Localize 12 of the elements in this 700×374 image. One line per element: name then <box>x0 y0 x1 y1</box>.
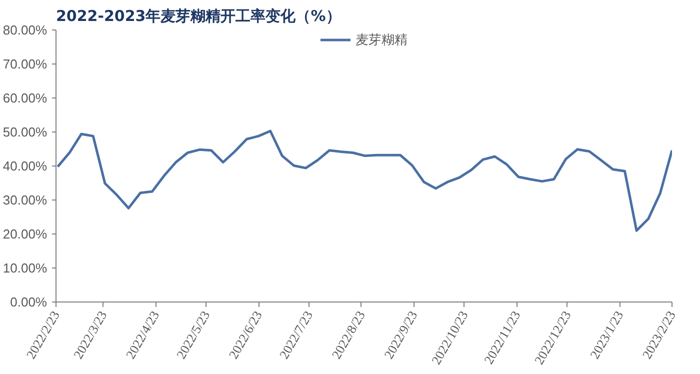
y-tick-label: 20.00% <box>2 226 48 242</box>
y-tick-label: 70.00% <box>2 56 48 72</box>
y-tick-label: 10.00% <box>2 260 48 276</box>
y-tick-label: 0.00% <box>10 294 48 310</box>
y-tick-label: 80.00% <box>2 22 48 38</box>
y-tick-label: 40.00% <box>2 158 48 174</box>
line-series <box>56 130 672 232</box>
y-tick-label: 50.00% <box>2 124 48 140</box>
y-tick-label: 30.00% <box>2 192 48 208</box>
legend-label: 麦芽糊精 <box>356 32 408 49</box>
y-tick-label: 60.00% <box>2 90 48 106</box>
chart-title: 2022-2023年麦芽糊精开工率变化（%） <box>56 7 341 25</box>
